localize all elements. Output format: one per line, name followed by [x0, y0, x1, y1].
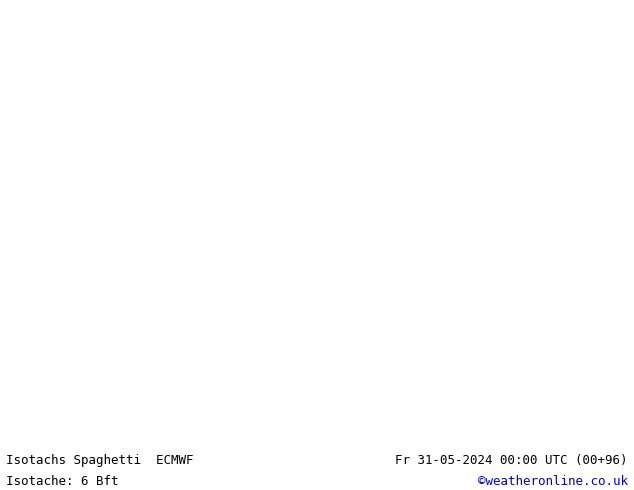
Text: Isotache: 6 Bft: Isotache: 6 Bft [6, 475, 119, 488]
Text: Fr 31-05-2024 00:00 UTC (00+96): Fr 31-05-2024 00:00 UTC (00+96) [395, 454, 628, 467]
Text: Isotachs Spaghetti  ECMWF: Isotachs Spaghetti ECMWF [6, 454, 194, 467]
Text: ©weatheronline.co.uk: ©weatheronline.co.uk [477, 475, 628, 488]
